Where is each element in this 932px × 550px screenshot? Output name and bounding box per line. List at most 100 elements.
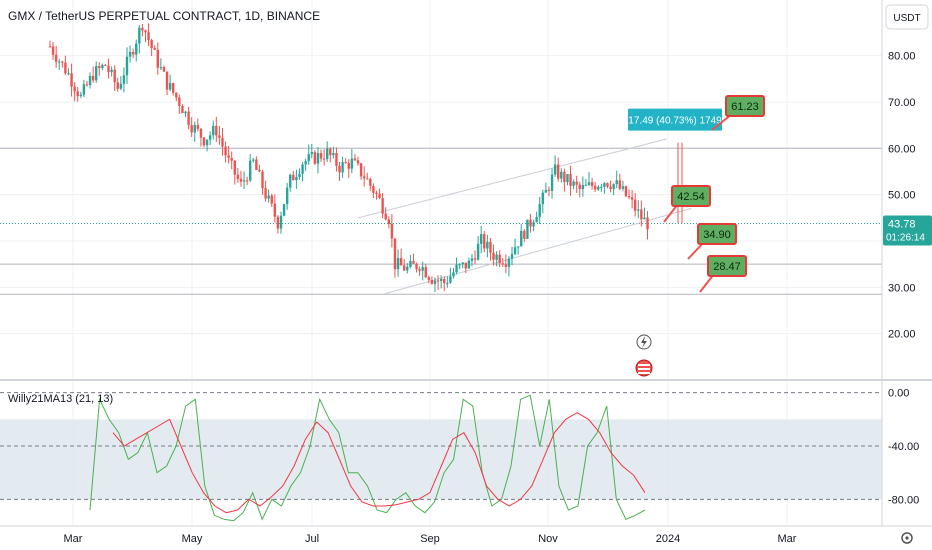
candle-body xyxy=(119,83,123,89)
channel-line[interactable] xyxy=(358,138,667,219)
candle-body xyxy=(359,163,363,177)
candle-body xyxy=(378,193,381,199)
target-value: 28.47 xyxy=(713,261,741,273)
time-axis[interactable]: Mar May Jul Sep Nov 2024 Mar xyxy=(0,525,932,545)
willy-line xyxy=(89,394,646,522)
candle-body xyxy=(572,181,575,186)
candle-body xyxy=(304,161,307,165)
candle-body xyxy=(255,159,258,170)
target-labels[interactable]: 61.23 42.54 34.90 28.47 xyxy=(663,95,765,293)
candle-body xyxy=(581,185,585,190)
candle-body xyxy=(110,69,113,72)
candle-body xyxy=(366,178,369,180)
price-channel[interactable] xyxy=(358,138,692,295)
candle-body xyxy=(597,186,600,190)
candle-body xyxy=(513,247,517,255)
price-tick-label: 60.00 xyxy=(888,143,916,155)
target-label[interactable]: 42.54 xyxy=(663,185,711,223)
candle-body xyxy=(172,83,175,93)
support-levels[interactable] xyxy=(0,147,882,295)
target-label[interactable]: 61.23 xyxy=(711,95,765,131)
target-label[interactable]: 28.47 xyxy=(699,255,747,293)
measure-tool[interactable]: 17.49 (40.73%) 1749 xyxy=(628,108,722,224)
candle-body xyxy=(489,241,492,253)
candle-body xyxy=(208,135,212,140)
candle-body xyxy=(282,204,286,216)
candle-body xyxy=(181,105,184,114)
flag-icon[interactable] xyxy=(635,359,653,377)
indicator-pane[interactable]: Willy21MA13 (21, 13) xyxy=(0,392,882,522)
candle-body xyxy=(560,171,563,179)
candle-body xyxy=(578,184,581,190)
candle-body xyxy=(245,180,249,182)
candle-body xyxy=(535,216,538,223)
candle-body xyxy=(390,223,394,239)
channel-line[interactable] xyxy=(382,208,692,295)
candle-body xyxy=(202,137,206,146)
candle-body xyxy=(316,153,320,164)
candle-body xyxy=(310,152,313,155)
candle-body xyxy=(156,49,159,68)
candle-body xyxy=(640,209,643,220)
candle-body xyxy=(295,176,298,181)
candle-body xyxy=(76,91,79,97)
candle-body xyxy=(79,94,82,97)
candle-body xyxy=(54,54,58,62)
candle-body xyxy=(218,135,221,138)
candle-body xyxy=(85,84,89,86)
candle-body xyxy=(212,126,215,136)
settings-icon[interactable] xyxy=(901,532,913,544)
candle-body xyxy=(467,260,471,269)
candle-body xyxy=(196,125,200,129)
candle-body xyxy=(538,204,541,217)
candle-body xyxy=(627,196,631,198)
price-tick-label: 80.00 xyxy=(888,51,916,63)
candle-body xyxy=(409,260,412,267)
candle-body xyxy=(88,75,92,86)
indicator-tick-label: 0.00 xyxy=(888,388,909,400)
candle-body xyxy=(600,186,603,188)
candle-body xyxy=(64,62,67,74)
candle-body xyxy=(61,61,64,63)
candle-body xyxy=(313,152,317,164)
candle-body xyxy=(144,30,147,33)
candle-body xyxy=(289,174,292,188)
candle-body xyxy=(541,192,544,205)
candle-body xyxy=(168,83,172,90)
candle-body xyxy=(399,257,403,266)
candle-body xyxy=(443,278,446,284)
time-tick-label: 2024 xyxy=(656,533,680,545)
candle-body xyxy=(341,162,344,173)
price-pane[interactable]: 17.49 (40.73%) 1749 61.23 42.54 34.90 28.47… xyxy=(0,9,882,377)
candle-body xyxy=(227,155,230,158)
candle-body xyxy=(252,159,255,161)
candle-body xyxy=(113,69,116,83)
candle-body xyxy=(553,164,557,175)
candle-body xyxy=(584,184,588,186)
candle-body xyxy=(563,171,566,183)
lightning-icon[interactable] xyxy=(636,334,652,350)
candle-body xyxy=(224,146,227,156)
candle-body xyxy=(239,178,243,182)
time-tick-label: May xyxy=(182,533,203,545)
candle-body xyxy=(153,47,156,50)
candle-body xyxy=(159,67,163,69)
candle-body xyxy=(242,180,246,182)
candle-body xyxy=(547,189,551,191)
measure-label-box[interactable] xyxy=(628,108,722,131)
candle-body xyxy=(70,73,73,87)
time-axis-ticks: Mar May Jul Sep Nov 2024 Mar xyxy=(64,533,797,545)
target-label[interactable]: 34.90 xyxy=(687,223,737,260)
currency-button[interactable]: USDT xyxy=(885,4,929,30)
candle-body xyxy=(332,153,335,156)
candle-body xyxy=(637,209,640,211)
candle-body xyxy=(322,158,326,160)
countdown-timer: 01:26:14 xyxy=(886,232,925,243)
candle-body xyxy=(433,280,437,284)
candle-body xyxy=(230,157,233,161)
candle-body xyxy=(550,174,554,191)
candle-body xyxy=(329,148,332,156)
candle-body xyxy=(520,230,523,247)
